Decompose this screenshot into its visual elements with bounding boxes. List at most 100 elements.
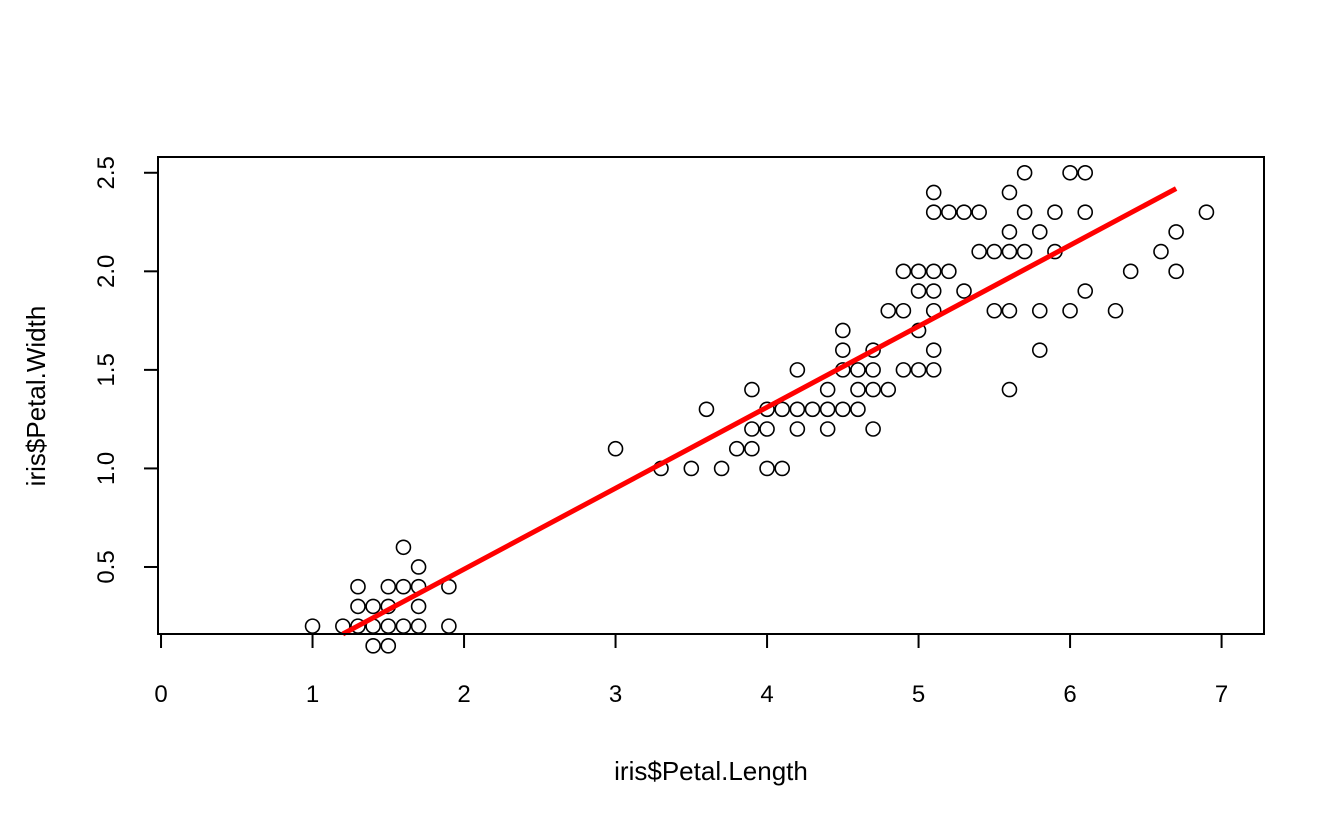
data-point — [804, 401, 821, 418]
x-tick-label: 1 — [306, 681, 319, 708]
data-point — [819, 381, 836, 398]
points-layer — [304, 164, 1215, 654]
data-point — [956, 204, 972, 220]
data-point — [683, 460, 700, 477]
data-point — [1001, 224, 1018, 240]
data-point — [895, 302, 912, 319]
x-tick-label: 3 — [609, 681, 622, 708]
data-point — [1001, 302, 1018, 319]
data-point — [1062, 164, 1078, 181]
data-point — [380, 578, 397, 595]
data-point — [910, 362, 927, 378]
data-point — [925, 362, 942, 378]
x-tick-label: 6 — [1063, 681, 1076, 708]
data-point — [759, 421, 775, 437]
x-axis: 0 1 2 3 4 5 6 7 — [154, 633, 1228, 708]
data-point — [971, 204, 987, 220]
data-point — [380, 618, 397, 634]
data-point — [986, 243, 1003, 260]
data-point — [971, 243, 987, 260]
data-point — [835, 401, 851, 418]
data-point — [713, 460, 730, 477]
data-point — [865, 342, 881, 358]
data-point — [956, 283, 972, 299]
x-tick-label: 7 — [1215, 681, 1228, 708]
data-point — [728, 440, 745, 457]
data-point — [1016, 204, 1033, 220]
data-point — [1168, 224, 1184, 240]
data-point — [1077, 204, 1094, 220]
regression-line-layer — [341, 186, 1178, 637]
data-point — [1107, 302, 1124, 319]
data-point — [925, 184, 942, 201]
x-tick-label: 4 — [760, 681, 773, 708]
data-point — [910, 263, 927, 280]
data-point — [410, 559, 427, 575]
y-tick-label: 0.5 — [93, 550, 120, 583]
data-point — [1198, 204, 1215, 220]
y-axis-title: iris$Petal.Width — [21, 306, 51, 487]
data-point — [744, 440, 760, 457]
y-tick-label: 2.0 — [93, 255, 120, 288]
data-point — [759, 460, 775, 477]
data-point — [350, 598, 366, 615]
data-point — [1062, 302, 1078, 319]
data-point — [835, 322, 851, 339]
regression-line — [341, 186, 1178, 637]
data-point — [304, 618, 321, 634]
data-point — [1077, 283, 1094, 299]
y-tick-label: 1.5 — [93, 353, 120, 386]
data-point — [365, 598, 381, 615]
data-point — [941, 204, 957, 220]
data-point — [774, 401, 791, 418]
data-point — [865, 421, 881, 437]
data-point — [774, 460, 791, 477]
data-point — [1031, 302, 1048, 319]
x-tick-label: 0 — [154, 681, 167, 708]
y-tick-label: 2.5 — [93, 156, 120, 189]
data-point — [865, 362, 881, 378]
data-point — [986, 302, 1003, 319]
data-point — [850, 362, 866, 378]
y-axis: 0.5 1.0 1.5 2.0 2.5 — [93, 156, 159, 584]
data-point — [380, 638, 397, 654]
data-point — [1077, 164, 1094, 181]
data-point — [925, 283, 942, 299]
data-point — [1001, 381, 1018, 398]
data-point — [850, 401, 866, 418]
x-axis-title: iris$Petal.Length — [614, 756, 808, 786]
data-point — [1168, 263, 1184, 280]
data-point — [1031, 224, 1048, 240]
data-point — [1001, 243, 1018, 260]
data-point — [819, 421, 836, 437]
data-point — [698, 401, 715, 418]
data-point — [410, 618, 427, 634]
data-point — [865, 381, 881, 398]
data-point — [895, 263, 912, 280]
x-tick-label: 2 — [457, 681, 470, 708]
data-point — [850, 381, 866, 398]
data-point — [1031, 342, 1048, 358]
data-point — [1001, 184, 1018, 201]
data-point — [880, 381, 897, 398]
data-point — [1016, 164, 1033, 181]
data-point — [350, 578, 366, 595]
data-point — [395, 578, 412, 595]
data-point — [395, 618, 412, 634]
data-point — [895, 362, 912, 378]
data-point — [925, 342, 942, 358]
data-point — [607, 440, 624, 457]
y-tick-label: 1.0 — [93, 452, 120, 485]
x-tick-label: 5 — [912, 681, 925, 708]
data-point — [1047, 204, 1063, 220]
data-point — [1016, 243, 1033, 260]
data-point — [941, 263, 957, 280]
data-point — [880, 302, 897, 319]
data-point — [441, 618, 457, 634]
data-point — [789, 362, 806, 378]
data-point — [925, 263, 942, 280]
data-point — [410, 598, 427, 615]
data-point — [819, 401, 836, 418]
data-point — [365, 638, 381, 654]
